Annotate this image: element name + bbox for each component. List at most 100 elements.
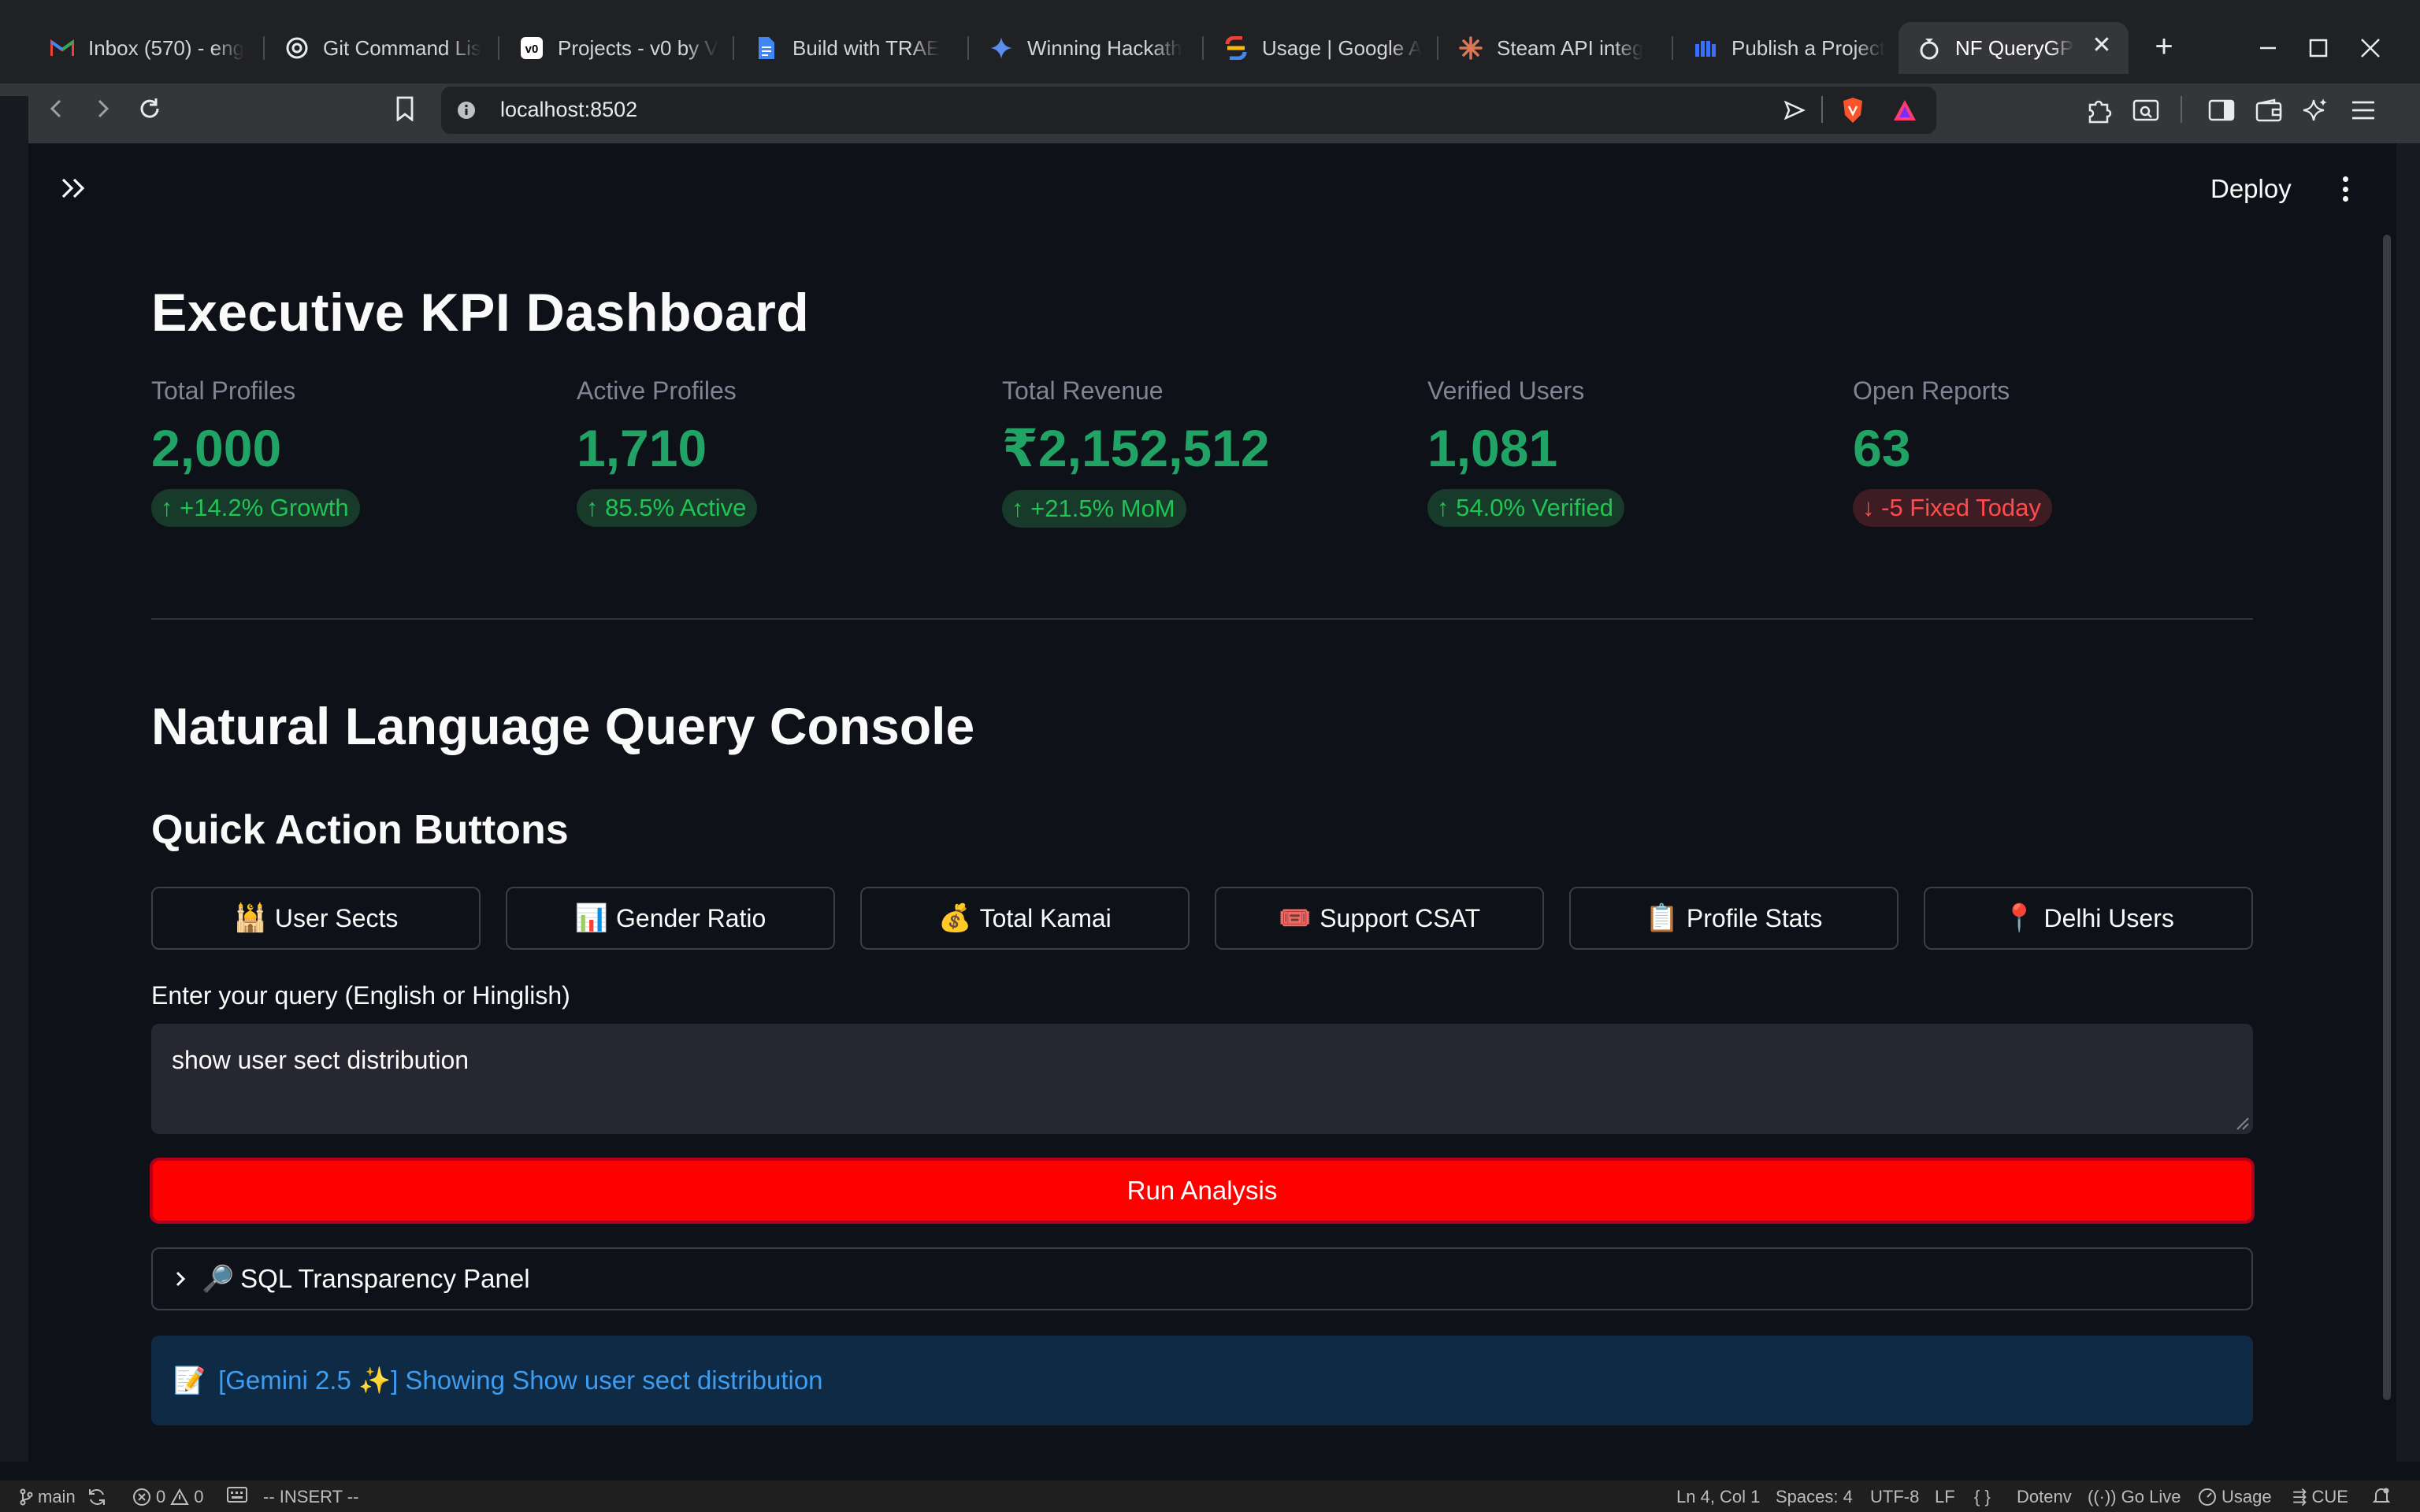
info-alert: 📝 [Gemini 2.5 ✨] Showing Show user sect …: [151, 1336, 2253, 1425]
share-icon[interactable]: [1777, 93, 1812, 128]
kpi-value: ₹2,152,512: [1002, 419, 1270, 477]
url-text[interactable]: localhost:8502: [500, 98, 638, 121]
toolbar-divider: [2181, 96, 2182, 123]
maximize-button[interactable]: [2299, 28, 2338, 68]
quick-action-delhi-users[interactable]: 📍 Delhi Users: [1924, 887, 2253, 950]
expand-sidebar-icon[interactable]: [60, 176, 88, 204]
extensions-icon[interactable]: [2081, 93, 2116, 128]
tab-search-icon[interactable]: [2129, 93, 2163, 128]
bookmark-icon[interactable]: [386, 90, 424, 128]
close-tab-icon[interactable]: ✕: [2092, 32, 2112, 58]
kpi-value: 2,000: [151, 419, 282, 477]
tab-chatgpt[interactable]: Git Command Lis: [282, 24, 485, 72]
clipboard-icon: 📋: [1645, 903, 1679, 933]
tab-devfolio[interactable]: Publish a Project: [1691, 24, 1894, 72]
vim-mode: -- INSERT --: [263, 1487, 359, 1506]
run-analysis-button[interactable]: Run Analysis: [150, 1158, 2255, 1224]
arrow-up-icon: ↑: [161, 494, 173, 521]
quick-action-profile-stats[interactable]: 📋 Profile Stats: [1569, 887, 1899, 950]
indentation[interactable]: Spaces: 4: [1776, 1487, 1853, 1506]
page-scrollbar[interactable]: [2383, 235, 2391, 1400]
section-divider: [151, 618, 2253, 620]
bar-chart-icon: 📊: [574, 903, 608, 933]
tab-separator: [263, 36, 265, 60]
wallet-icon[interactable]: [2251, 93, 2286, 128]
brave-rewards-icon[interactable]: [1887, 93, 1922, 128]
kpi-verified-users: Verified Users 1,081 ↑ 54.0% Verified: [1427, 376, 1821, 527]
sync-icon[interactable]: [87, 1487, 107, 1507]
usage-indicator[interactable]: Usage: [2198, 1487, 2272, 1507]
keyboard-icon[interactable]: [227, 1487, 247, 1503]
tab-nf-querygpt[interactable]: NF QueryGP ✕: [1899, 22, 2129, 74]
quick-action-support-csat[interactable]: 🎟️ Support CSAT: [1215, 887, 1544, 950]
tab-label: Publish a Project: [1731, 35, 1886, 60]
kpi-label: Verified Users: [1427, 376, 1585, 405]
kpi-delta: ↑ 85.5% Active: [577, 489, 758, 527]
kpi-label: Total Profiles: [151, 376, 296, 405]
info-text: [Gemini 2.5 ✨] Showing Show user sect di…: [218, 1365, 823, 1395]
reload-button[interactable]: [131, 90, 169, 128]
tab-claude[interactable]: Steam API integ: [1456, 24, 1659, 72]
quick-action-gender-ratio[interactable]: 📊 Gender Ratio: [506, 887, 835, 950]
back-button[interactable]: [38, 90, 76, 128]
close-window-button[interactable]: [2351, 28, 2390, 68]
new-tab-button[interactable]: +: [2155, 29, 2173, 64]
tab-separator: [1672, 36, 1673, 60]
tab-gmail[interactable]: Inbox (570) - eng: [47, 24, 251, 72]
warning-icon: [170, 1488, 189, 1505]
tab-label: Steam API integ: [1497, 35, 1644, 60]
resize-handle-icon[interactable]: [2236, 1117, 2250, 1131]
go-live-button[interactable]: ((·)) Go Live: [2088, 1487, 2181, 1506]
tab-label: Projects - v0 by V: [558, 35, 718, 60]
arrow-up-icon: ↑: [1437, 494, 1449, 521]
devfolio-icon: [1694, 36, 1717, 60]
editor-right-gutter: [2396, 143, 2420, 1462]
kpi-value: 1,081: [1427, 419, 1558, 477]
editor-status-bar: main 0 0 -- INSERT -- Ln 4, Col 1 Spaces…: [0, 1480, 2420, 1512]
tab-separator: [967, 36, 969, 60]
language-mode-braces[interactable]: { }: [1974, 1487, 1991, 1506]
tab-gemini[interactable]: Winning Hackath: [986, 24, 1190, 72]
memo-icon: 📝: [173, 1365, 206, 1395]
tab-ai-studio[interactable]: Usage | Google A: [1221, 24, 1424, 72]
v0-icon: v0: [520, 36, 544, 60]
encoding[interactable]: UTF-8: [1870, 1487, 1920, 1506]
cue-indicator[interactable]: ⇶ CUE: [2292, 1487, 2348, 1506]
quick-action-user-sects[interactable]: 🕌 User Sects: [151, 887, 481, 950]
forward-button[interactable]: [84, 90, 121, 128]
tab-label: NF QueryGP: [1955, 35, 2073, 60]
button-label: Profile Stats: [1686, 903, 1823, 932]
tab-label: Build with TRAE: [792, 35, 941, 60]
problems-indicator[interactable]: 0 0: [132, 1487, 204, 1507]
main-menu-icon[interactable]: [2333, 172, 2357, 206]
minimize-button[interactable]: [2248, 28, 2288, 68]
cursor-position[interactable]: Ln 4, Col 1: [1676, 1487, 1761, 1506]
console-title: Natural Language Query Console: [151, 697, 975, 755]
sql-transparency-expander[interactable]: 🔎 SQL Transparency Panel: [151, 1247, 2253, 1310]
tab-docs[interactable]: Build with TRAE: [752, 24, 955, 72]
sidebar-toggle-icon[interactable]: [2204, 93, 2239, 128]
ring-icon: [1917, 36, 1941, 60]
query-input-label: Enter your query (English or Hinglish): [151, 981, 570, 1010]
quick-action-total-kamai[interactable]: 💰 Total Kamai: [860, 887, 1190, 950]
end-of-line[interactable]: LF: [1935, 1487, 1955, 1506]
deploy-button[interactable]: Deploy: [2210, 174, 2292, 203]
brave-shields-icon[interactable]: [1835, 93, 1870, 128]
tab-separator: [733, 36, 734, 60]
branch-indicator[interactable]: main: [19, 1487, 107, 1507]
notifications-icon[interactable]: [2373, 1487, 2390, 1506]
address-bar[interactable]: [441, 87, 1936, 134]
kpi-total-profiles: Total Profiles 2,000 ↑ +14.2% Growth: [151, 376, 545, 527]
query-input[interactable]: show user sect distribution: [151, 1024, 2253, 1134]
kpi-total-revenue: Total Revenue ₹2,152,512 ↑ +21.5% MoM: [1002, 376, 1396, 528]
leo-ai-icon[interactable]: [2299, 93, 2333, 128]
button-label: User Sects: [274, 903, 399, 932]
google-ai-studio-icon: [1224, 36, 1248, 60]
chatgpt-icon: [285, 36, 309, 60]
menu-icon[interactable]: [2346, 93, 2381, 128]
kpi-label: Open Reports: [1853, 376, 2010, 405]
language-mode[interactable]: Dotenv: [2017, 1487, 2072, 1506]
tab-v0[interactable]: v0 Projects - v0 by V: [517, 24, 720, 72]
site-info-icon[interactable]: [447, 91, 485, 129]
arrow-up-icon: ↑: [1011, 495, 1024, 522]
